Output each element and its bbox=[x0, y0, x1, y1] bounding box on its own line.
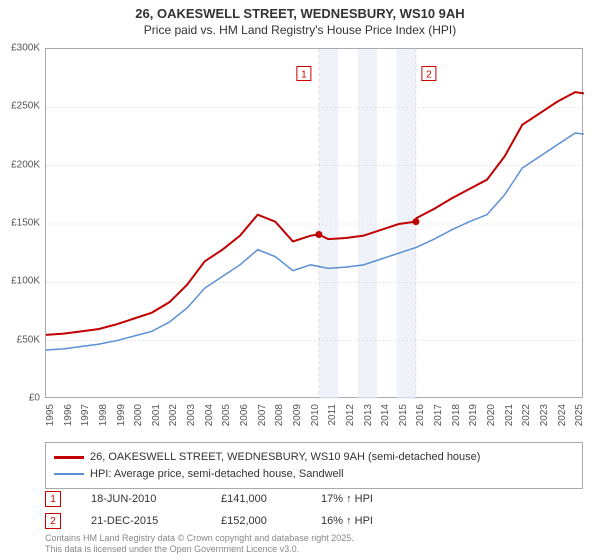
x-tick-label: 2016 bbox=[415, 404, 426, 426]
x-tick-label: 2009 bbox=[292, 404, 303, 426]
table-marker: 1 bbox=[45, 491, 61, 507]
x-tick-label: 2025 bbox=[574, 404, 585, 426]
x-tick-label: 2022 bbox=[521, 404, 532, 426]
y-tick-label: £150K bbox=[11, 218, 40, 229]
title-line1: 26, OAKESWELL STREET, WEDNESBURY, WS10 9… bbox=[0, 6, 600, 23]
x-tick-label: 2018 bbox=[451, 404, 462, 426]
x-tick-label: 2013 bbox=[363, 404, 374, 426]
marker-dot bbox=[315, 231, 322, 238]
y-tick-label: £100K bbox=[11, 276, 40, 287]
x-axis-labels: 1995 1996 1997 1998 1999 2000 2001 2002 2003 2004… bbox=[45, 400, 583, 440]
y-tick-label: £300K bbox=[11, 43, 40, 54]
x-tick-label: 2000 bbox=[133, 404, 144, 426]
x-tick-label: 2003 bbox=[186, 404, 197, 426]
y-tick-label: £250K bbox=[11, 101, 40, 112]
legend-swatch bbox=[54, 473, 84, 475]
x-tick-label: 2007 bbox=[257, 404, 268, 426]
table-hpi: 17% ↑ HPI bbox=[321, 493, 401, 505]
x-tick-label: 2021 bbox=[504, 404, 515, 426]
x-tick-label: 2001 bbox=[151, 404, 162, 426]
chart-svg: 12 bbox=[46, 49, 584, 399]
legend: 26, OAKESWELL STREET, WEDNESBURY, WS10 9… bbox=[45, 442, 583, 489]
x-tick-label: 2012 bbox=[345, 404, 356, 426]
table-date: 21-DEC-2015 bbox=[91, 515, 191, 527]
x-tick-label: 2014 bbox=[380, 404, 391, 426]
x-tick-label: 2015 bbox=[398, 404, 409, 426]
footer-line1: Contains HM Land Registry data © Crown c… bbox=[45, 533, 354, 545]
legend-row: 26, OAKESWELL STREET, WEDNESBURY, WS10 9… bbox=[54, 449, 574, 466]
y-tick-label: £0 bbox=[29, 393, 40, 404]
y-tick-label: £200K bbox=[11, 159, 40, 170]
marker-dot bbox=[412, 218, 419, 225]
x-tick-label: 2006 bbox=[239, 404, 250, 426]
legend-row: HPI: Average price, semi-detached house,… bbox=[54, 466, 574, 483]
legend-swatch bbox=[54, 456, 84, 459]
legend-label: 26, OAKESWELL STREET, WEDNESBURY, WS10 9… bbox=[90, 449, 480, 466]
x-tick-label: 2024 bbox=[557, 404, 568, 426]
x-tick-label: 2011 bbox=[327, 404, 338, 426]
x-tick-label: 2017 bbox=[433, 404, 444, 426]
x-tick-label: 2019 bbox=[468, 404, 479, 426]
footer-line2: This data is licensed under the Open Gov… bbox=[45, 544, 354, 556]
x-tick-label: 1995 bbox=[45, 404, 56, 426]
footer: Contains HM Land Registry data © Crown c… bbox=[45, 533, 354, 556]
table-row: 1 18-JUN-2010 £141,000 17% ↑ HPI bbox=[45, 488, 583, 510]
plot-area: 12 bbox=[45, 48, 583, 398]
x-tick-label: 2002 bbox=[168, 404, 179, 426]
table-row: 2 21-DEC-2015 £152,000 16% ↑ HPI bbox=[45, 510, 583, 532]
x-tick-label: 2023 bbox=[539, 404, 550, 426]
table-price: £152,000 bbox=[221, 515, 291, 527]
table-hpi: 16% ↑ HPI bbox=[321, 515, 401, 527]
chart-title: 26, OAKESWELL STREET, WEDNESBURY, WS10 9… bbox=[0, 0, 600, 38]
series-property bbox=[46, 92, 584, 335]
table-date: 18-JUN-2010 bbox=[91, 493, 191, 505]
table-price: £141,000 bbox=[221, 493, 291, 505]
x-tick-label: 2004 bbox=[204, 404, 215, 426]
title-line2: Price paid vs. HM Land Registry's House … bbox=[0, 23, 600, 39]
x-tick-label: 2020 bbox=[486, 404, 497, 426]
table-marker: 2 bbox=[45, 513, 61, 529]
x-tick-label: 1998 bbox=[98, 404, 109, 426]
chart-container: 26, OAKESWELL STREET, WEDNESBURY, WS10 9… bbox=[0, 0, 600, 560]
x-tick-label: 2005 bbox=[221, 404, 232, 426]
x-tick-label: 1997 bbox=[80, 404, 91, 426]
sales-table: 1 18-JUN-2010 £141,000 17% ↑ HPI 2 21-DEC-201… bbox=[45, 488, 583, 532]
legend-label: HPI: Average price, semi-detached house,… bbox=[90, 466, 344, 483]
x-tick-label: 1996 bbox=[63, 404, 74, 426]
x-tick-label: 1999 bbox=[116, 404, 127, 426]
y-axis-labels: £0£50K£100K£150K£200K£250K£300K bbox=[0, 48, 42, 398]
x-tick-label: 2010 bbox=[310, 404, 321, 426]
x-tick-label: 2008 bbox=[274, 404, 285, 426]
y-tick-label: £50K bbox=[17, 334, 40, 345]
marker-label: 1 bbox=[301, 70, 307, 81]
marker-label: 2 bbox=[426, 70, 432, 81]
